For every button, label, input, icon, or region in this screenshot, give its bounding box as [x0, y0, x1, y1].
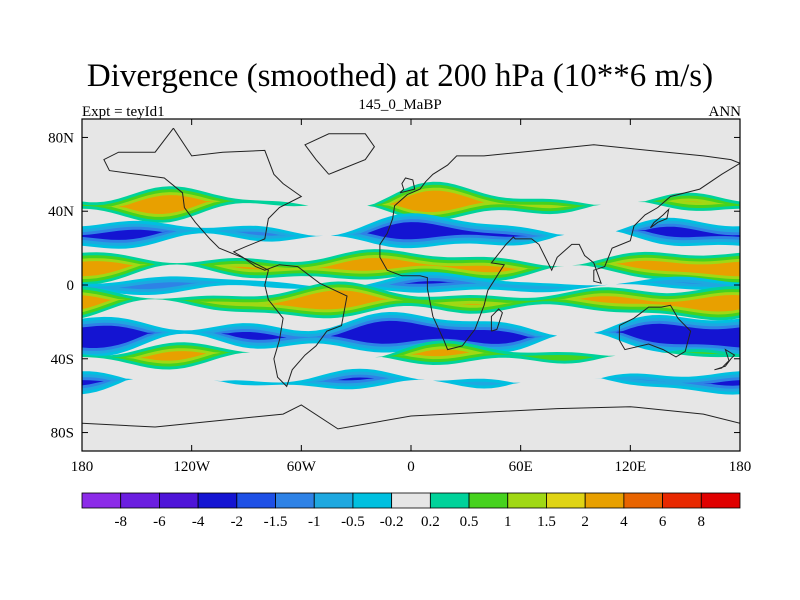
colorbar-box-8 [391, 492, 431, 509]
field-level-equatorial-south-positive-3 [82, 290, 740, 312]
field-band-north-subtropic-negative [82, 213, 740, 249]
season-label: ANN [708, 104, 742, 120]
y-tick-label-3: 40S [51, 352, 74, 368]
colorbar-box-0 [81, 492, 122, 509]
coastline-7 [490, 308, 503, 332]
field-level-north-high-positive-3 [82, 190, 740, 214]
coastline-4 [82, 404, 740, 430]
colorbar-label-3: -2 [231, 514, 244, 530]
colorbar-label-9: 0.5 [460, 514, 479, 530]
divergence-field [82, 181, 740, 395]
colorbar-label-8: 0.2 [421, 514, 440, 530]
colorbar-label-13: 4 [620, 514, 628, 530]
x-tick-label-5: 120E [614, 459, 646, 475]
colorbar-box-14 [623, 492, 663, 509]
y-tick-label-0: 80N [48, 130, 74, 146]
colorbar-box-10 [468, 492, 509, 509]
field-band-north-high-positive [82, 181, 740, 223]
colorbar-label-14: 6 [659, 514, 667, 530]
colorbar: -8 -6 -4 -2 -1.5 -1 -0.5 -0.2 0.2 0.5 1 1.5 2 4 6 8 [81, 492, 741, 530]
coastline-5 [399, 177, 416, 194]
coastline-6 [649, 207, 670, 229]
y-tick-label-1: 40N [48, 204, 74, 220]
colorbar-label-7: -0.2 [380, 514, 404, 530]
colorbar-label-10: 1 [504, 514, 512, 530]
x-tick-label-4: 60E [509, 459, 533, 475]
experiment-label: Expt = teyId1 [82, 104, 165, 120]
coastline-1 [304, 133, 376, 175]
colorbar-box-6 [313, 492, 354, 509]
colorbar-box-11 [507, 492, 547, 509]
colorbar-box-5 [275, 492, 315, 509]
coastline-2 [379, 144, 740, 351]
axes: 180 120W 60W 0 60E 120E 180 80N 40N 0 40S 80S [48, 119, 751, 475]
chart-subtitle: 145_0_MaBP [358, 97, 442, 113]
colorbar-box-7 [352, 492, 393, 509]
colorbar-label-4: -1.5 [264, 514, 288, 530]
field-level-north-subtropic-negative-3 [82, 222, 740, 240]
field-band-south-subtropic-negative [82, 312, 740, 357]
field-level-equatorial-north-positive-2 [82, 255, 740, 280]
colorbar-box-13 [584, 492, 625, 509]
colorbar-box-2 [159, 492, 199, 509]
colorbar-label-2: -4 [192, 514, 205, 530]
field-level-south-subtropic-negative-3 [82, 320, 740, 348]
field-band-equatorial-negative [82, 272, 740, 295]
field-level-equatorial-south-positive-1 [82, 284, 740, 318]
colorbar-label-11: 1.5 [537, 514, 556, 530]
colorbar-box-16 [700, 492, 741, 509]
colorbar-box-12 [546, 492, 586, 509]
colorbar-label-1: -6 [153, 514, 166, 530]
field-band-south-high-positive [82, 340, 740, 370]
y-tick-label-2: 0 [67, 278, 75, 294]
coastline-0 [103, 127, 348, 388]
coastline-8 [714, 348, 736, 371]
x-tick-label-1: 120W [173, 459, 211, 475]
colorbar-label-0: -8 [114, 514, 127, 530]
field-band-equatorial-north-positive [82, 249, 740, 285]
colorbar-label-6: -0.5 [341, 514, 365, 530]
colorbar-box-3 [197, 492, 238, 509]
y-tick-label-4: 80S [51, 426, 74, 442]
colorbar-label-12: 2 [581, 514, 589, 530]
colorbar-box-1 [120, 492, 160, 509]
colorbar-box-4 [236, 492, 276, 509]
x-tick-label-0: 180 [71, 459, 94, 475]
colorbar-box-9 [429, 492, 470, 509]
field-band-equatorial-south-positive [82, 281, 740, 321]
colorbar-label-5: -1 [308, 514, 321, 530]
field-level-south-high-positive-2 [82, 346, 740, 364]
coastlines [82, 127, 740, 430]
coastline-3 [618, 304, 692, 358]
x-tick-label-3: 0 [407, 459, 415, 475]
x-tick-label-6: 180 [729, 459, 752, 475]
colorbar-box-15 [662, 492, 702, 509]
x-tick-label-2: 60W [287, 459, 317, 475]
colorbar-label-15: 8 [698, 514, 706, 530]
chart-title: Divergence (smoothed) at 200 hPa (10**6 … [86, 58, 714, 94]
